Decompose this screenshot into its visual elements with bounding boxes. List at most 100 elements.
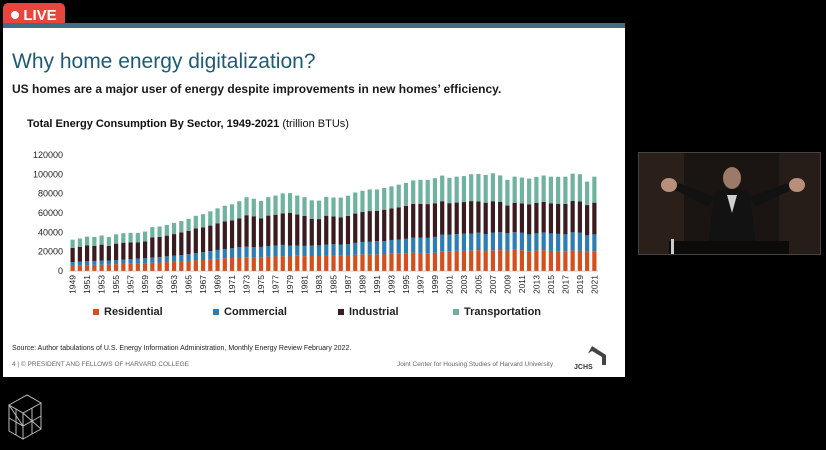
bar-segment-industrial-1987 [345, 215, 351, 245]
bar-segment-commercial-1970 [222, 248, 227, 259]
chart-title-main: Total Energy Consumption By Sector, 1949… [27, 118, 280, 130]
bar-segment-industrial-2012 [527, 204, 532, 235]
bar-segment-industrial-1993 [389, 208, 394, 240]
bar-segment-transportation-2006 [483, 174, 488, 203]
live-dot-icon [11, 11, 20, 19]
bar-segment-commercial-1967 [200, 252, 206, 260]
bar-segment-residential-1999 [432, 252, 438, 271]
bar-segment-commercial-1968 [208, 251, 213, 260]
bar-segment-transportation-2015 [548, 176, 553, 204]
bar-segment-transportation-2007 [490, 173, 496, 202]
bar-segment-industrial-1989 [360, 212, 365, 242]
bar-segment-commercial-1964 [179, 255, 184, 262]
slide-title: Why home energy digitalization? [12, 50, 316, 73]
bar-segment-residential-1975 [258, 257, 264, 271]
bar-segment-industrial-1955 [114, 243, 119, 260]
x-tick-label: 2019 [575, 275, 585, 294]
bar-segment-industrial-1965 [186, 230, 191, 255]
bar-segment-transportation-1958 [135, 232, 140, 243]
bar-segment-industrial-1970 [222, 221, 227, 249]
bar-segment-commercial-1958 [135, 258, 140, 264]
bar-segment-industrial-1968 [208, 225, 213, 252]
bar-segment-commercial-2016 [556, 233, 561, 252]
source-note: Source: Author tabulations of U.S. Energ… [12, 345, 352, 352]
bar-segment-residential-1982 [309, 256, 314, 271]
bar-segment-residential-1961 [157, 262, 162, 271]
bar-segment-commercial-1966 [193, 253, 198, 261]
bar-segment-transportation-1986 [338, 197, 343, 218]
bar-segment-transportation-1969 [215, 208, 220, 224]
bar-segment-industrial-1973 [244, 215, 249, 247]
bar-segment-industrial-1978 [280, 213, 285, 245]
bar-segment-commercial-1979 [287, 245, 293, 257]
bar-segment-residential-1995 [403, 253, 409, 271]
x-tick-label: 1967 [198, 275, 208, 294]
bar-segment-transportation-2003 [461, 176, 467, 203]
live-label: LIVE [23, 6, 57, 24]
bar-segment-industrial-2008 [498, 201, 503, 233]
bar-segment-transportation-1975 [258, 200, 264, 219]
bar-segment-residential-1998 [425, 253, 430, 271]
bar-segment-residential-2012 [527, 251, 532, 271]
bar-segment-transportation-1981 [302, 197, 307, 216]
x-tick-label: 1983 [314, 275, 324, 294]
bar-segment-commercial-1987 [345, 244, 351, 256]
x-tick-label: 2007 [488, 275, 498, 294]
bar-segment-commercial-1978 [280, 244, 285, 257]
x-tick-label: 1979 [285, 275, 295, 294]
bar-segment-transportation-1994 [396, 184, 401, 208]
bar-segment-industrial-1960 [150, 237, 155, 258]
bar-segment-transportation-1960 [150, 227, 155, 238]
bar-segment-industrial-2005 [476, 201, 481, 233]
bar-segment-commercial-1974 [251, 247, 256, 258]
x-tick-label: 1969 [213, 275, 223, 294]
bar-segment-industrial-1964 [179, 232, 184, 256]
bar-segment-commercial-1976 [266, 245, 271, 257]
bar-segment-industrial-2000 [440, 201, 445, 235]
legend-swatch [213, 309, 219, 315]
bar-segment-residential-1984 [324, 255, 329, 271]
x-tick-label: 1959 [140, 275, 150, 294]
bar-segment-industrial-2017 [563, 203, 568, 235]
bar-segment-industrial-2018 [570, 201, 575, 233]
bar-segment-transportation-2016 [556, 176, 561, 204]
bar-segment-industrial-1996 [411, 204, 416, 238]
bar-segment-commercial-2004 [469, 233, 474, 251]
bar-segment-residential-2004 [469, 250, 474, 271]
bar-segment-industrial-2021 [592, 202, 597, 235]
bar-segment-transportation-2017 [563, 176, 568, 204]
x-tick-label: 2009 [502, 275, 512, 294]
bar-segment-transportation-1987 [345, 195, 351, 216]
bar-segment-commercial-1969 [215, 249, 220, 259]
bar-segment-industrial-2019 [577, 201, 582, 233]
bar-segment-residential-2014 [541, 250, 546, 271]
bar-segment-transportation-1965 [186, 218, 191, 231]
x-tick-label: 1951 [82, 275, 92, 294]
y-tick-label: 20000 [38, 247, 63, 257]
bar-segment-transportation-1964 [179, 221, 184, 233]
bar-segment-residential-1960 [150, 262, 155, 271]
bar-segment-commercial-1982 [309, 245, 314, 257]
bar-segment-commercial-2003 [461, 233, 467, 251]
y-tick-label: 40000 [38, 227, 63, 237]
x-tick-label: 1957 [126, 275, 136, 294]
y-tick-label: 0 [58, 266, 63, 276]
slide-subtitle: US homes are a major user of energy desp… [12, 82, 502, 96]
bar-segment-residential-2009 [505, 250, 510, 271]
bar-segment-commercial-2014 [541, 232, 546, 251]
bar-segment-industrial-1966 [193, 228, 198, 254]
bar-segment-commercial-1989 [360, 241, 365, 255]
x-tick-label: 2011 [517, 275, 527, 294]
legend-item-industrial: Industrial [338, 306, 399, 318]
bar-segment-residential-1971 [229, 258, 235, 271]
bar-segment-commercial-1951 [85, 261, 90, 266]
y-tick-label: 100000 [33, 169, 63, 179]
bar-segment-commercial-1999 [432, 236, 438, 253]
bar-segment-commercial-1991 [374, 241, 380, 255]
bar-segment-transportation-1952 [92, 236, 97, 246]
bar-segment-residential-1949 [70, 265, 75, 271]
bar-segment-transportation-1978 [280, 193, 285, 214]
bar-segment-transportation-1954 [106, 237, 111, 246]
bar-segment-transportation-1956 [121, 233, 126, 243]
bar-segment-industrial-1994 [396, 207, 401, 240]
